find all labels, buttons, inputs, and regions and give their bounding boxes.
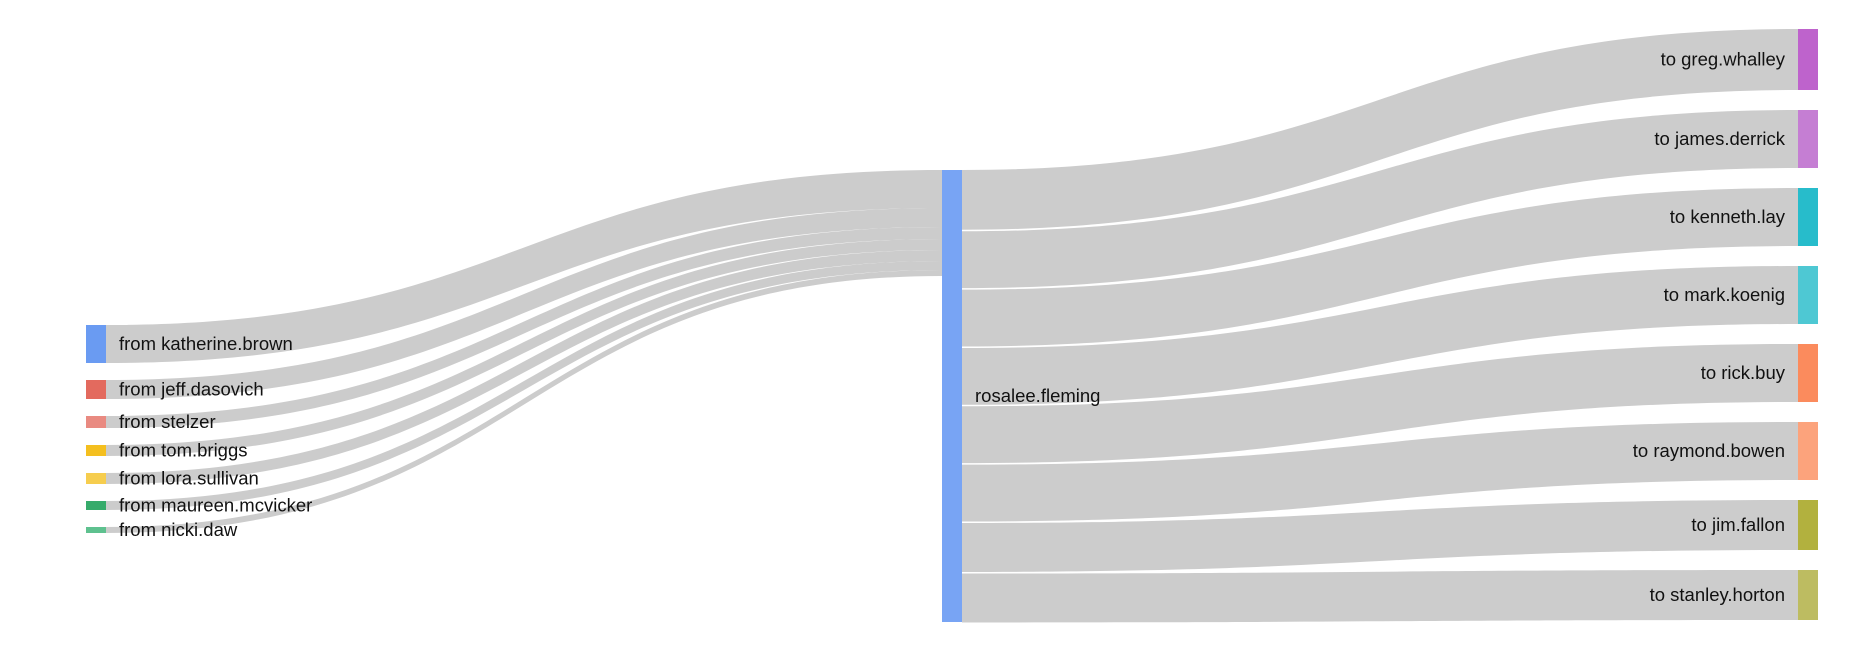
link-out-4	[962, 344, 1798, 464]
target-node-4	[1798, 344, 1818, 402]
source-label-3: from tom.briggs	[119, 440, 248, 461]
link-out-0	[962, 29, 1798, 230]
link-in-2	[106, 227, 942, 428]
nodes-layer	[86, 29, 1818, 622]
source-label-0: from katherine.brown	[119, 333, 293, 354]
source-node-1	[86, 380, 106, 399]
link-out-5	[962, 422, 1798, 522]
source-node-5	[86, 501, 106, 510]
target-node-6	[1798, 500, 1818, 550]
target-label-2: to kenneth.lay	[1670, 206, 1786, 227]
link-in-0	[106, 170, 942, 363]
target-label-3: to mark.koenig	[1664, 284, 1785, 305]
link-out-6	[962, 500, 1798, 572]
links-layer	[106, 29, 1798, 623]
link-in-1	[106, 208, 942, 399]
link-in-4	[106, 250, 942, 484]
source-label-1: from jeff.dasovich	[119, 379, 264, 400]
target-label-1: to james.derrick	[1654, 128, 1785, 149]
link-out-2	[962, 188, 1798, 347]
source-label-5: from maureen.mcvicker	[119, 495, 312, 516]
source-node-3	[86, 445, 106, 456]
target-label-6: to jim.fallon	[1691, 514, 1785, 535]
target-node-1	[1798, 110, 1818, 168]
labels-layer: from katherine.brown from jeff.dasovich fr…	[119, 49, 1786, 606]
center-node	[942, 170, 962, 622]
source-node-2	[86, 416, 106, 428]
target-node-5	[1798, 422, 1818, 480]
source-label-4: from lora.sullivan	[119, 468, 259, 489]
target-label-7: to stanley.horton	[1650, 584, 1785, 605]
target-label-5: to raymond.bowen	[1633, 440, 1785, 461]
target-node-0	[1798, 29, 1818, 90]
center-label: rosalee.fleming	[975, 385, 1100, 406]
source-node-0	[86, 325, 106, 363]
target-label-0: to greg.whalley	[1661, 49, 1786, 70]
source-node-4	[86, 473, 106, 484]
source-node-6	[86, 527, 106, 533]
link-out-3	[962, 266, 1798, 405]
source-label-6: from nicki.daw	[119, 519, 238, 540]
link-out-7	[962, 570, 1798, 623]
target-node-7	[1798, 570, 1818, 620]
link-in-3	[106, 239, 942, 456]
target-node-3	[1798, 266, 1818, 324]
link-in-5	[106, 261, 942, 510]
target-node-2	[1798, 188, 1818, 246]
source-label-2: from stelzer	[119, 411, 216, 432]
link-in-6	[106, 270, 942, 533]
link-out-1	[962, 110, 1798, 289]
target-label-4: to rick.buy	[1701, 362, 1786, 383]
